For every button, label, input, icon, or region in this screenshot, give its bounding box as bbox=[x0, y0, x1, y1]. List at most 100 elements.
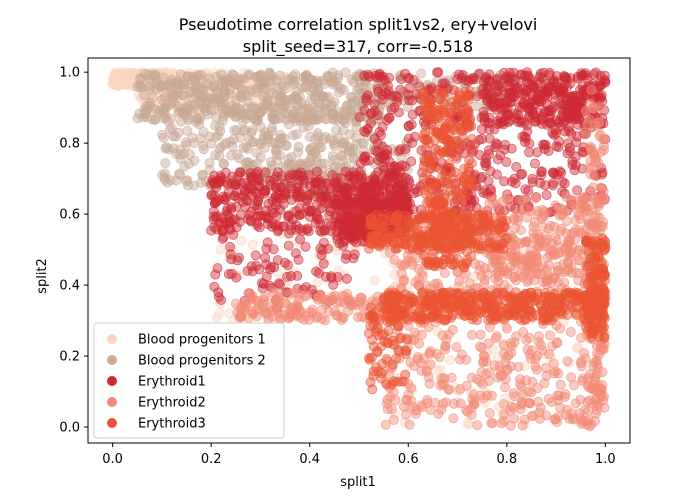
scatter-point bbox=[576, 96, 587, 107]
scatter-point bbox=[157, 104, 168, 115]
scatter-point bbox=[475, 329, 486, 340]
scatter-point bbox=[484, 408, 495, 419]
scatter-point bbox=[313, 268, 324, 279]
scatter-point bbox=[598, 141, 609, 152]
scatter-point bbox=[395, 191, 406, 202]
scatter-point bbox=[466, 372, 477, 383]
scatter-point bbox=[478, 393, 489, 404]
scatter-point bbox=[491, 311, 502, 322]
scatter-point bbox=[157, 169, 168, 180]
scatter-point bbox=[503, 110, 514, 121]
scatter-point bbox=[551, 338, 562, 349]
scatter-point bbox=[556, 167, 567, 178]
scatter-point bbox=[592, 340, 603, 351]
scatter-point bbox=[522, 120, 533, 131]
scatter-point bbox=[452, 226, 463, 237]
scatter-point bbox=[513, 117, 524, 128]
scatter-point bbox=[240, 125, 251, 136]
scatter-point bbox=[275, 137, 286, 148]
scatter-point bbox=[331, 172, 342, 183]
scatter-point bbox=[515, 225, 526, 236]
scatter-point bbox=[439, 299, 450, 310]
scatter-point bbox=[322, 243, 333, 254]
scatter-point bbox=[427, 152, 438, 163]
scatter-point bbox=[250, 250, 261, 261]
scatter-point bbox=[431, 127, 442, 138]
scatter-point bbox=[523, 185, 534, 196]
scatter-point bbox=[466, 121, 477, 132]
scatter-point bbox=[182, 125, 193, 136]
scatter-point bbox=[487, 195, 498, 206]
scatter-point bbox=[434, 231, 445, 242]
scatter-point bbox=[518, 194, 529, 205]
scatter-point bbox=[333, 310, 344, 321]
scatter-point bbox=[462, 179, 473, 190]
scatter-point bbox=[461, 224, 472, 235]
scatter-point bbox=[450, 242, 461, 253]
scatter-point bbox=[434, 352, 445, 363]
scatter-point bbox=[232, 255, 243, 266]
scatter-point bbox=[261, 212, 272, 223]
scatter-point bbox=[350, 214, 361, 225]
scatter-point bbox=[382, 199, 393, 210]
scatter-point bbox=[565, 248, 576, 259]
scatter-point bbox=[209, 170, 220, 181]
scatter-point bbox=[564, 203, 575, 214]
scatter-point bbox=[436, 373, 447, 384]
scatter-point bbox=[405, 357, 416, 368]
scatter-point bbox=[283, 153, 294, 164]
scatter-point bbox=[245, 85, 256, 96]
scatter-point bbox=[215, 244, 226, 255]
scatter-point bbox=[426, 110, 437, 121]
scatter-point bbox=[556, 89, 567, 100]
scatter-point bbox=[586, 84, 597, 95]
scatter-point bbox=[424, 348, 435, 359]
scatter-point bbox=[437, 78, 448, 89]
scatter-point bbox=[228, 70, 239, 81]
scatter-point bbox=[279, 257, 290, 268]
scatter-point bbox=[383, 295, 394, 306]
chart-subtitle: split_seed=317, corr=-0.518 bbox=[243, 37, 473, 57]
scatter-point bbox=[429, 135, 440, 146]
scatter-point bbox=[495, 150, 506, 161]
scatter-point bbox=[230, 190, 241, 201]
scatter-point bbox=[401, 394, 412, 405]
scatter-point bbox=[276, 112, 287, 123]
scatter-point bbox=[362, 90, 373, 101]
scatter-point bbox=[443, 158, 454, 169]
scatter-point bbox=[413, 263, 424, 274]
scatter-point bbox=[448, 413, 459, 424]
scatter-point bbox=[381, 398, 392, 409]
scatter-point bbox=[454, 354, 465, 365]
scatter-point bbox=[515, 379, 526, 390]
scatter-point bbox=[316, 226, 327, 237]
scatter-point bbox=[198, 127, 209, 138]
scatter-point bbox=[347, 299, 358, 310]
scatter-point bbox=[321, 298, 332, 309]
scatter-point bbox=[576, 418, 587, 429]
scatter-point bbox=[235, 89, 246, 100]
scatter-point bbox=[318, 258, 329, 269]
scatter-point bbox=[175, 69, 186, 80]
scatter-point bbox=[291, 310, 302, 321]
scatter-point bbox=[217, 233, 228, 244]
scatter-point bbox=[521, 304, 532, 315]
scatter-point bbox=[395, 291, 406, 302]
scatter-point bbox=[463, 105, 474, 116]
scatter-point bbox=[540, 180, 551, 191]
scatter-point bbox=[528, 84, 539, 95]
scatter-point bbox=[287, 169, 298, 180]
scatter-point bbox=[403, 133, 414, 144]
scatter-point bbox=[333, 106, 344, 117]
scatter-point bbox=[340, 190, 351, 201]
scatter-point bbox=[453, 87, 464, 98]
scatter-point bbox=[444, 355, 455, 366]
scatter-point bbox=[509, 308, 520, 319]
scatter-point bbox=[534, 331, 545, 342]
scatter-point bbox=[524, 147, 535, 158]
scatter-point bbox=[475, 376, 486, 387]
scatter-point bbox=[197, 170, 208, 181]
scatter-point bbox=[501, 80, 512, 91]
scatter-point bbox=[264, 68, 275, 79]
